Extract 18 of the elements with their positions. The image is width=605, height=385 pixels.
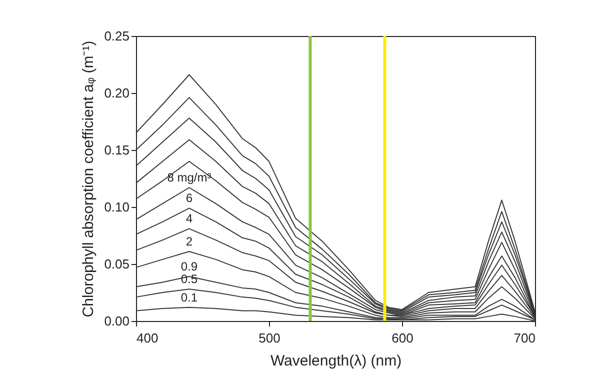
y-axis-title: Chlorophyll absorption coefficient aᵩ (m⁻¹) [80,40,98,318]
y-tick-label: 0.20 [104,86,130,100]
x-tick-label: 500 [258,330,280,346]
x-tick-label: 700 [514,330,536,346]
y-tick-label: 0.10 [104,200,130,214]
x-tick-label: 400 [136,330,158,346]
series-label: 0.9 [180,260,198,274]
y-tick-label: 0.00 [104,314,130,328]
x-axis-title: Wavelength(λ) (nm) [270,352,402,370]
y-tick-label: 0.15 [104,142,130,158]
series-label: 6 [186,191,193,206]
x-tick-label: 600 [392,330,414,346]
series-label: 2 [186,234,193,248]
series-label: 4 [186,212,193,226]
series-label: 8 mg/m³ [167,170,212,185]
series-label: 0.1 [180,290,198,304]
y-tick-label: 0.25 [104,28,130,44]
y-tick-label: 0.05 [104,256,130,272]
